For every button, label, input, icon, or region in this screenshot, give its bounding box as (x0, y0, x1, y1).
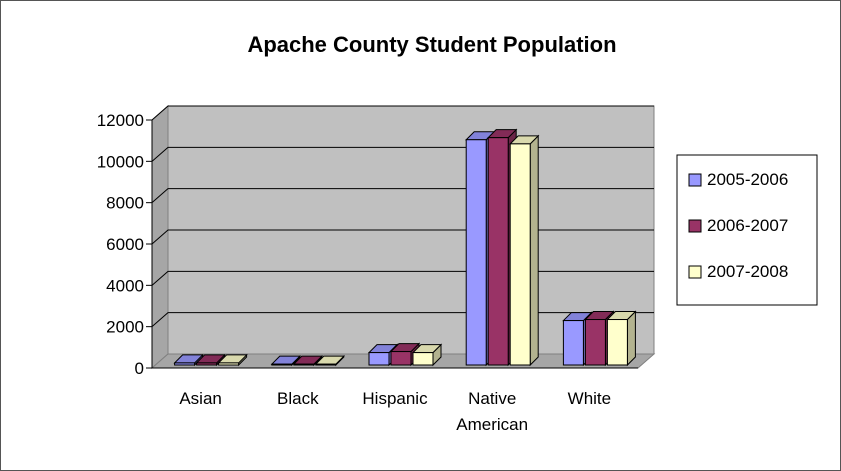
gridline (151, 105, 654, 121)
bar-2006-2007-hispanic (390, 351, 412, 366)
legend: 2005-2006 2006-2007 2007-2008 (676, 154, 818, 306)
legend-label: 2006-2007 (707, 216, 788, 235)
bar-2005-2006-hispanic (368, 352, 390, 366)
legend-label: 2007-2008 (707, 262, 788, 281)
legend-swatch (688, 173, 702, 187)
bar-side (529, 134, 539, 367)
legend-swatch (688, 219, 702, 233)
bar-2007-2008-black (315, 363, 337, 366)
x-tick-label: Asian (179, 389, 222, 408)
bar-2005-2006-black (271, 363, 293, 366)
y-axis: 0 2000 4000 6000 8000 10000 12000 (97, 111, 153, 378)
bar-side (626, 310, 636, 367)
y-tick-label: 10000 (97, 152, 144, 171)
y-tick-label: 6000 (106, 235, 144, 254)
x-tick-label: Hispanic (362, 389, 428, 408)
x-tick-label: Black (277, 389, 319, 408)
y-tick-label: 0 (135, 359, 144, 378)
bar-2006-2007-white (584, 319, 606, 366)
legend-label: 2005-2006 (707, 170, 788, 189)
x-axis: Asian Black Hispanic Native American White (152, 367, 638, 434)
x-tick-label: Native American (456, 389, 528, 434)
bar-2007-2008-native-american (509, 143, 531, 366)
bar-2007-2008-white (606, 319, 628, 366)
y-tick-label: 12000 (97, 111, 144, 130)
bar-series (173, 128, 637, 367)
bar-2006-2007-black (293, 363, 315, 366)
bar-2006-2007-native-american (487, 137, 509, 366)
y-tick-label: 8000 (106, 194, 144, 213)
bar-2006-2007-asian (196, 362, 218, 366)
bar-2007-2008-hispanic (412, 352, 434, 366)
bar-2005-2006-asian (174, 362, 196, 366)
y-tick-label: 4000 (106, 276, 144, 295)
chart-title: Apache County Student Population (247, 32, 616, 57)
y-tick-label: 2000 (106, 318, 144, 337)
legend-swatch (688, 265, 702, 279)
bar-2007-2008-asian (218, 362, 240, 366)
bar-2005-2006-white (562, 320, 584, 366)
x-tick-label: White (568, 389, 611, 408)
bar-2005-2006-native-american (465, 139, 487, 366)
